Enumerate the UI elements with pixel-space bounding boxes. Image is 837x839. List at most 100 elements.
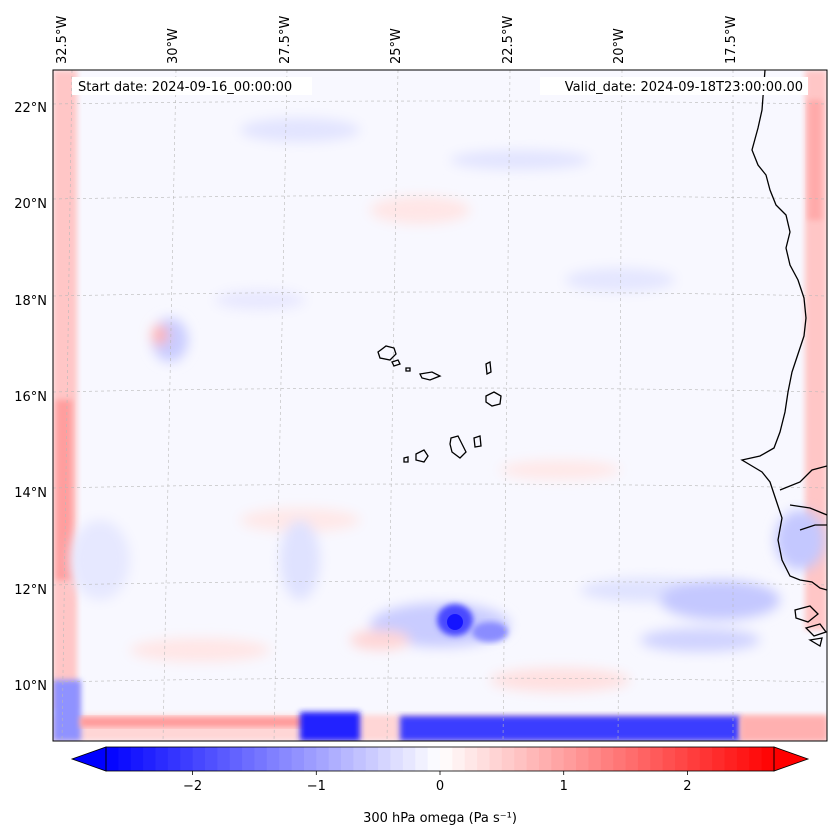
island-fogo [415,449,429,463]
map-frame [52,69,828,742]
island-santo-antao [377,345,397,361]
colorbar-step [167,747,181,771]
colorbar-step [687,747,701,771]
lon-label: 20°W [612,28,627,64]
south-blue-block-1 [300,712,360,741]
colorbar-step [254,747,268,771]
colorbar-step [699,747,713,771]
island-maio [473,435,482,448]
colorbar-tick-label: 2 [683,779,691,794]
colorbar-tick-label: 1 [560,779,568,794]
colorbar-step [180,747,194,771]
omega-field [53,70,827,741]
valid-date-box [540,77,808,95]
colorbar-step [613,747,627,771]
colorbar-step [279,747,293,771]
colorbar-step [625,747,639,771]
colorbar-step [489,747,503,771]
island-sao-nicolau [419,371,442,381]
coast-detail-4 [794,605,819,623]
start-date-label: Start date: 2024-09-16_00:00:00 [78,80,292,95]
colorbar-step [662,747,676,771]
colorbar-step [600,747,614,771]
colorbar-step [402,747,416,771]
lat-label: 22°N [14,101,47,116]
lon-label: 30°W [166,28,181,64]
island-sao-vicente [391,359,401,367]
island-santiago [449,435,467,459]
colorbar-step [477,747,490,771]
colorbar-step [736,747,750,771]
lon-label: 22.5°W [501,16,516,64]
updraft-tail [472,622,508,642]
gridlines [53,70,827,741]
west-boundary-core [56,400,72,580]
colorbar-step [118,747,132,771]
colorbar-step [526,747,540,771]
colorbar-step [712,747,726,771]
colorbar-step [637,747,651,771]
coast-detail-3 [799,524,827,531]
lon-label: 27.5°W [278,16,293,64]
colorbar-step [353,747,367,771]
colorbar-step [229,747,243,771]
colorbar-step [761,747,775,771]
colorbar-step [303,747,317,771]
lat-label: 12°N [14,583,47,598]
updraft-core-center [447,614,463,630]
colorbar-step [415,747,429,771]
island-boa-vista [485,391,502,407]
island-brava [403,456,409,463]
colorbar-step [242,747,255,771]
lon-label: 32.5°W [55,16,70,64]
south-blue-block-2 [400,716,740,741]
coast-detail-2 [789,504,827,516]
colorbar-tick-label: −2 [183,779,202,794]
colorbar-step [390,747,404,771]
southwest-corner-blue [53,680,81,741]
lat-label: 18°N [14,294,47,309]
colorbar-step [341,747,354,771]
colorbar-step [378,747,392,771]
colorbar-step [650,747,664,771]
colorbar-step [291,747,305,771]
colorbar-step [365,747,379,771]
colorbar-steps [106,747,775,771]
colorbar-step [130,747,144,771]
colorbar-step [192,747,206,771]
colorbar-extend-max [773,746,810,772]
colorbar-label: 300 hPa omega (Pa s⁻¹) [363,811,517,826]
colorbar-step [724,747,738,771]
colorbar-tick-label: −1 [307,779,326,794]
south-red-streak [80,717,310,727]
south-red-tail [740,716,827,741]
coast-detail-6 [808,637,823,648]
colorbar-step [563,747,577,771]
island-sal [485,360,492,376]
colorbar-step [217,747,231,771]
start-date-box [72,77,312,95]
colorbar-extend-min [70,746,107,772]
colorbar-step [538,747,552,771]
colorbar-step [155,747,169,771]
colorbar-step [501,747,515,771]
colorbar-step [143,747,156,771]
colorbar-step [514,747,528,771]
lat-label: 20°N [14,197,47,212]
colorbar-step [749,747,763,771]
colorbar-step [266,747,280,771]
colorbar-step [440,747,453,771]
lon-label: 17.5°W [724,16,739,64]
lat-label: 10°N [14,679,47,694]
colorbar-step [316,747,330,771]
colorbar-step [427,747,441,771]
colorbar-step [588,747,602,771]
colorbar-step [675,747,688,771]
valid-date-label: Valid_date: 2024-09-18T23:00:00.00 [565,80,803,95]
lat-label: 16°N [14,390,47,405]
field-patches [70,118,825,692]
map-panel[interactable]: Start date: 2024-09-16_00:00:00 Valid_da… [52,69,828,742]
coast-detail-5 [804,623,827,637]
colorbar-step [328,747,342,771]
